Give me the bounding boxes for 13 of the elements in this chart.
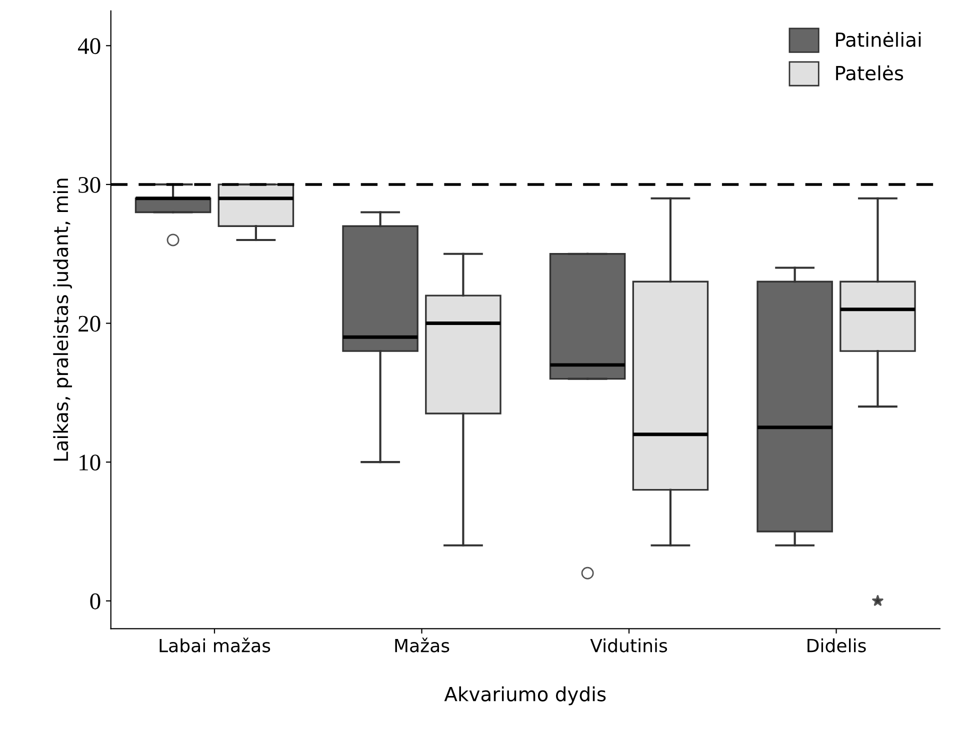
x-tick-label: Labai mažas: [160, 638, 270, 652]
legend-label: Patelės: [836, 65, 904, 80]
y-tick-label: 30: [78, 176, 100, 193]
y-tick-label: 0: [90, 593, 100, 610]
x-axis-title: Akvariumo dydis: [444, 686, 606, 706]
x-tick-label: Mažas: [395, 638, 450, 652]
y-tick-label: 10: [80, 454, 100, 471]
legend-label: Patinėliai: [836, 32, 921, 48]
y-tick-label: 40: [78, 38, 100, 54]
y-axis-title: Laikas, praleistas judant, min: [53, 178, 72, 461]
x-tick-label: Didelis: [808, 638, 866, 652]
y-tick-label: 20: [78, 316, 100, 332]
x-tick-label: Vidutinis: [590, 638, 668, 652]
